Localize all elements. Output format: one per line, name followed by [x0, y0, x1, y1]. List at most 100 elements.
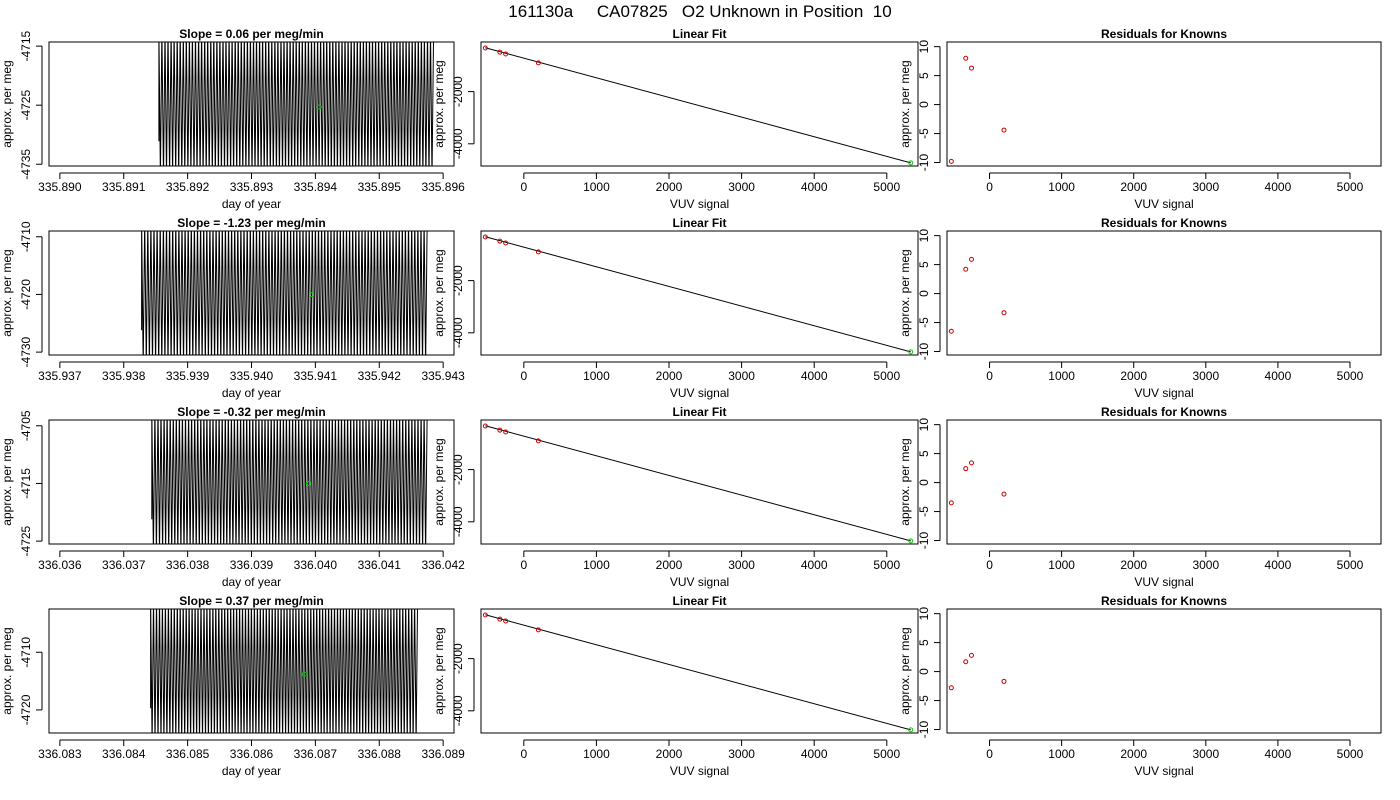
plot-area: [948, 652, 1007, 691]
x-tick-label: 335.892: [166, 180, 210, 194]
chart-fit-4: Linear Fit 0 1000 2000 3000 4000 5000 VUV signa…: [432, 594, 919, 778]
x-tick-label: 1000: [583, 180, 610, 194]
x-tick-label: 3000: [1192, 369, 1219, 383]
fit-line: [485, 47, 911, 164]
plot-area: [150, 609, 418, 733]
x-tick-label: 5000: [1337, 558, 1364, 572]
x-tick-label: 1000: [1048, 558, 1075, 572]
y-tick-label: -2000: [451, 76, 465, 107]
plot-area: [482, 423, 914, 544]
x-tick-label: 3000: [1192, 747, 1219, 761]
x-tick-label: 335.890: [38, 180, 82, 194]
x-tick-label: 4000: [1265, 558, 1292, 572]
known-point: [497, 49, 503, 55]
x-tick-label: 336.041: [358, 558, 402, 572]
x-axis-label: VUV signal: [1134, 575, 1193, 589]
x-tick-label: 0: [986, 747, 993, 761]
plot-frame: [480, 230, 919, 356]
x-tick-label: 0: [986, 558, 993, 572]
x-tick-label: 336.085: [166, 747, 210, 761]
x-tick-label: 336.042: [421, 558, 465, 572]
plot-frame: [480, 608, 919, 734]
plot-frame: [946, 41, 1382, 167]
y-axis-label: approx. per meg: [0, 627, 14, 714]
y-tick-label: 10: [917, 40, 931, 54]
plot-area: [158, 42, 434, 166]
x-tick-label: 2000: [656, 180, 683, 194]
plot-frame: [946, 608, 1382, 734]
known-point: [963, 266, 969, 272]
y-tick-label: 0: [917, 290, 931, 297]
x-tick-label: 5000: [873, 369, 900, 383]
x-tick-label: 5000: [873, 558, 900, 572]
known-point: [948, 685, 954, 691]
x-tick-label: 4000: [801, 180, 828, 194]
y-tick-label: -4720: [19, 279, 33, 310]
trace-line: [151, 420, 428, 544]
known-point: [948, 158, 954, 164]
y-tick-label: 10: [917, 229, 931, 243]
known-point: [963, 659, 969, 665]
chart-title: Residuals for Knowns: [1101, 27, 1227, 41]
y-axis-label: approx. per meg: [0, 438, 14, 525]
known-point: [482, 612, 488, 618]
x-tick-label: 2000: [1120, 369, 1147, 383]
y-tick-label: -10: [917, 154, 931, 172]
y-tick-label: -4715: [19, 30, 33, 61]
x-tick-label: 5000: [1337, 747, 1364, 761]
known-point: [482, 234, 488, 240]
known-point: [948, 500, 954, 506]
plot-frame: [480, 41, 919, 167]
y-tick-label: -4720: [19, 694, 33, 725]
x-tick-label: 0: [986, 180, 993, 194]
unknown-point: [908, 160, 914, 166]
chart-title: Residuals for Knowns: [1101, 216, 1227, 230]
y-tick-label: -4000: [451, 128, 465, 159]
y-tick-label: -4715: [19, 468, 33, 499]
y-tick-label: -4000: [451, 506, 465, 537]
known-point: [969, 652, 975, 658]
y-tick-label: 5: [917, 639, 931, 646]
y-tick-label: 0: [917, 101, 931, 108]
x-tick-label: 2000: [1120, 558, 1147, 572]
x-tick-label: 1000: [1048, 747, 1075, 761]
unknown-mean-point: [309, 291, 315, 297]
chart-title: Linear Fit: [672, 216, 726, 230]
y-tick-label: -4705: [19, 410, 33, 441]
x-tick-label: 0: [986, 369, 993, 383]
y-tick-label: -4725: [19, 90, 33, 121]
x-tick-label: 5000: [1337, 369, 1364, 383]
x-tick-label: 336.088: [358, 747, 402, 761]
fit-line: [485, 425, 911, 542]
x-tick-label: 336.036: [38, 558, 82, 572]
y-tick-label: -2000: [451, 454, 465, 485]
known-point: [1001, 310, 1007, 316]
x-axis-label: day of year: [222, 764, 281, 778]
known-point: [535, 60, 541, 66]
y-tick-label: 5: [917, 450, 931, 457]
y-tick-label: 5: [917, 72, 931, 79]
y-tick-label: -4000: [451, 317, 465, 348]
x-tick-label: 335.891: [102, 180, 146, 194]
x-tick-label: 3000: [728, 558, 755, 572]
x-tick-label: 335.894: [294, 180, 338, 194]
chart-title: Linear Fit: [672, 27, 726, 41]
chart-resid-2: Residuals for Knowns 0 1000 2000 3000 4000 500…: [898, 216, 1382, 400]
trace-line: [158, 42, 434, 166]
y-axis-label: approx. per meg: [898, 60, 912, 147]
x-tick-label: 335.942: [358, 369, 402, 383]
chart-resid-1: Residuals for Knowns 0 1000 2000 3000 4000 500…: [898, 27, 1382, 211]
x-axis-label: day of year: [222, 386, 281, 400]
y-tick-label: -4710: [19, 637, 33, 668]
x-tick-label: 4000: [1265, 369, 1292, 383]
chart-title: Residuals for Knowns: [1101, 594, 1227, 608]
known-point: [503, 240, 509, 246]
chart-title: Linear Fit: [672, 594, 726, 608]
x-axis-label: VUV signal: [670, 197, 729, 211]
plot-area: [482, 45, 914, 166]
y-axis-label: approx. per meg: [432, 438, 446, 525]
x-axis-label: day of year: [222, 197, 281, 211]
x-tick-label: 5000: [873, 747, 900, 761]
y-tick-label: -5: [917, 506, 931, 517]
